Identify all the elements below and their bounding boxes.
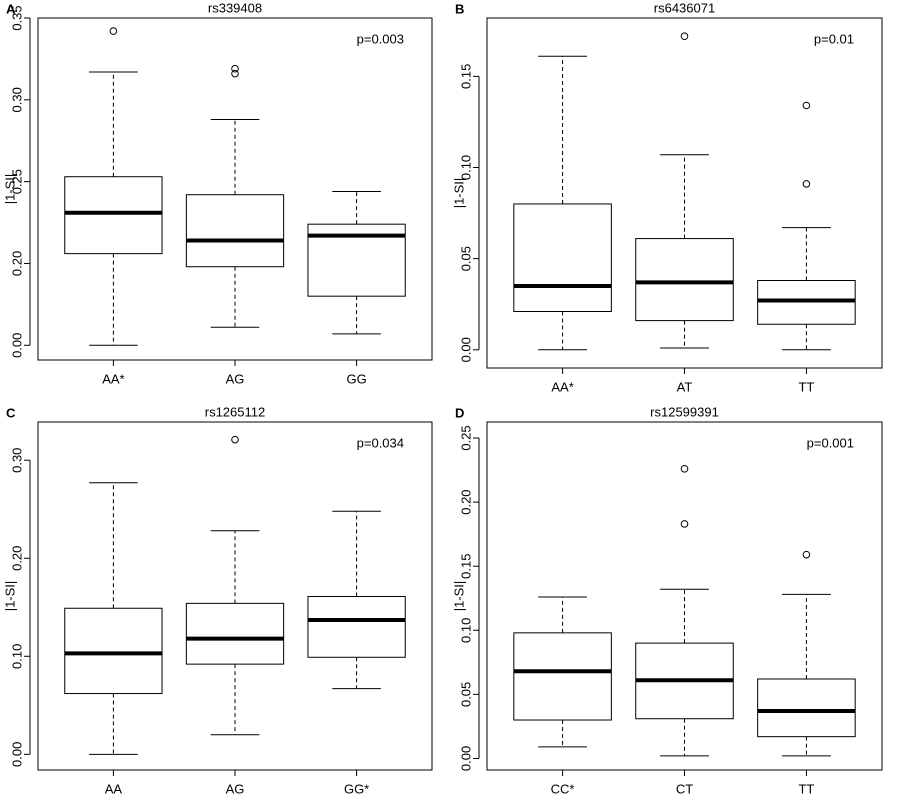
- x-tick-label: GG: [346, 371, 366, 386]
- panel-letter: B: [455, 1, 464, 16]
- y-tick-label: 0.25: [458, 425, 473, 450]
- y-tick-label: 0.00: [458, 337, 473, 362]
- y-axis-label: |1-SI|: [2, 174, 17, 205]
- box: [757, 678, 856, 738]
- y-tick-label: 0.05: [458, 682, 473, 707]
- y-tick-label: 0.10: [458, 618, 473, 643]
- x-tick-label: AA*: [102, 371, 124, 386]
- chart-title: rs12599391: [650, 404, 719, 419]
- box: [64, 607, 163, 695]
- y-tick-label: 0.20: [9, 251, 24, 276]
- y-tick-label: 0.15: [458, 554, 473, 579]
- x-tick-label: AG: [226, 371, 245, 386]
- x-tick-label: TT: [798, 781, 814, 796]
- panel-letter: C: [6, 405, 16, 420]
- y-tick-label: 0.30: [9, 87, 24, 112]
- y-tick-label: 0.05: [458, 246, 473, 271]
- box: [307, 595, 406, 658]
- chart-title: rs339408: [208, 0, 262, 15]
- x-tick-label: AT: [677, 379, 693, 394]
- panel-letter: D: [455, 405, 464, 420]
- chart-title: rs6436071: [654, 0, 715, 15]
- x-tick-label: AA: [105, 781, 123, 796]
- x-tick-label: TT: [798, 379, 814, 394]
- box: [513, 632, 612, 721]
- box: [185, 602, 285, 665]
- y-tick-label: 0.20: [458, 489, 473, 514]
- outlier: [231, 69, 239, 78]
- outlier: [802, 101, 811, 110]
- box: [513, 203, 612, 312]
- p-value: p=0.01: [814, 31, 854, 46]
- y-tick-label: 0.35: [9, 5, 24, 30]
- y-tick-label: 0.15: [458, 64, 473, 89]
- y-tick-label: 0.00: [9, 333, 24, 358]
- outlier: [802, 550, 811, 559]
- y-tick-label: 0.10: [9, 644, 24, 669]
- outlier: [680, 520, 689, 528]
- outlier: [680, 32, 689, 41]
- x-tick-label: GG*: [344, 781, 369, 796]
- x-tick-label: CC*: [551, 781, 575, 796]
- y-tick-label: 0.00: [9, 742, 24, 767]
- p-value: p=0.001: [807, 435, 854, 450]
- y-axis-label: |1-SI|: [451, 581, 466, 612]
- y-tick-label: 0.10: [458, 155, 473, 180]
- y-axis-label: |1-SI|: [2, 581, 17, 612]
- y-tick-label: 0.25: [9, 169, 24, 194]
- y-tick-label: 0.20: [9, 546, 24, 571]
- box: [185, 194, 285, 268]
- outlier: [231, 64, 239, 73]
- panel-letter: A: [6, 1, 16, 16]
- y-tick-label: 0.00: [458, 746, 473, 771]
- x-tick-label: AG: [226, 781, 245, 796]
- box: [64, 176, 163, 255]
- outlier: [802, 180, 811, 188]
- x-tick-label: CT: [676, 781, 693, 796]
- outlier: [109, 27, 118, 35]
- y-axis-label: |1-SI|: [451, 178, 466, 209]
- x-tick-label: AA*: [551, 379, 573, 394]
- outlier: [231, 435, 239, 444]
- chart-title: rs1265112: [205, 404, 265, 419]
- y-tick-label: 0.30: [9, 448, 24, 473]
- p-value: p=0.034: [357, 435, 404, 450]
- box: [635, 238, 734, 322]
- p-value: p=0.003: [357, 31, 404, 46]
- outlier: [680, 464, 689, 473]
